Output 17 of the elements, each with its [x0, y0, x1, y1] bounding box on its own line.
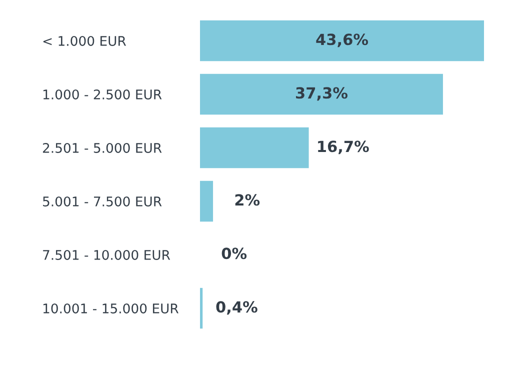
y-tick-label: 7.501 - 10.000 EUR [43, 250, 170, 260]
data-label: 43,6% [316, 34, 368, 48]
y-tick-label: 5.001 - 7.500 EUR [43, 196, 162, 206]
bar [200, 288, 203, 329]
y-tick-label: 10.001 - 15.000 EUR [43, 303, 178, 314]
y-tick-label: 2.501 - 5.000 EUR [42, 142, 162, 153]
data-label: 16,7% [318, 140, 369, 154]
bar [200, 20, 484, 62]
data-label: 37,3% [296, 87, 348, 101]
data-label: 0% [222, 248, 247, 260]
bar [200, 127, 309, 168]
data-label: 2% [235, 194, 260, 206]
bar [200, 180, 214, 222]
y-tick-label: 1.000 - 2.500 EUR [43, 89, 162, 100]
y-tick-label: < 1.000 EUR [43, 36, 126, 46]
bar [200, 74, 443, 115]
data-label: 0,4% [216, 301, 258, 315]
